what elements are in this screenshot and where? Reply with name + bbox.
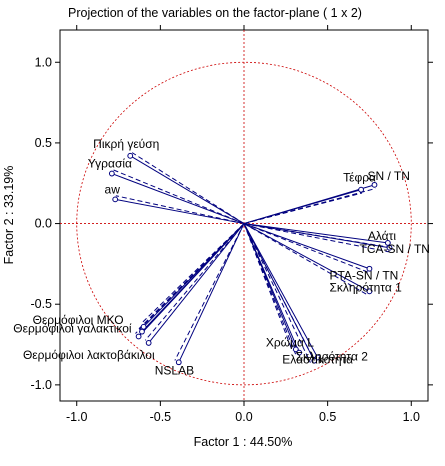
vector-line: [243, 223, 300, 353]
point-label: TCA-SN / TN: [360, 242, 430, 256]
vector-line: [115, 198, 245, 225]
vector-dashed-line: [243, 192, 363, 225]
point-label: Θερμόφιλοι γαλακτικοί: [13, 321, 132, 335]
variable-point: [366, 265, 373, 272]
variable-point: [371, 181, 378, 188]
x-tick-label: 0.0: [235, 410, 252, 424]
vector-dashed-line: [174, 223, 245, 361]
variable-point: [127, 152, 134, 159]
ticks-group: -1.0 -0.5 0.0 0.5 1.0 -1.0 -0.5 0.0 0.5 1.0: [30, 25, 433, 424]
x-tick-label: 0.5: [319, 410, 336, 424]
vector-dashed-line: [115, 195, 245, 225]
point-label: Σκληρότητα 2: [296, 349, 369, 363]
vector-dashed-line: [243, 223, 369, 273]
variable-point: [292, 346, 299, 353]
point-label: PTA-SN / TN: [329, 269, 398, 283]
variable-point: [140, 323, 147, 330]
point-label: Υγρασία: [88, 157, 132, 171]
x-axis-label: Factor 1 : 44.50%: [194, 435, 293, 449]
reference-lines-group: [60, 30, 428, 401]
unit-circle: [76, 61, 412, 386]
point-label: aw: [105, 182, 121, 196]
x-tick-label: -0.5: [150, 410, 172, 424]
point-label: Θερμόφιλοι ΜΚΟ: [33, 313, 124, 327]
variable-point: [384, 240, 391, 246]
y-tick-label: -1.0: [30, 378, 52, 392]
vector-line: [178, 223, 245, 363]
variable-point: [145, 340, 152, 346]
x-tick-label: 1.0: [403, 410, 420, 424]
vector-line: [243, 223, 370, 270]
vector-dashed-line: [113, 169, 245, 225]
point-label: Θερμόφιλοι λακτοβάκιλοι: [23, 348, 155, 362]
vector-line: [243, 223, 319, 358]
variable-point: [108, 170, 115, 177]
point-label: Σκληρότητα 1: [329, 280, 402, 294]
vector-line: [111, 173, 245, 225]
y-tick-label: 0.0: [35, 217, 52, 231]
y-tick-label: -0.5: [30, 297, 52, 311]
vector-dashed-line: [243, 223, 389, 253]
vector-line: [243, 223, 315, 361]
vectors-group: [111, 152, 390, 363]
vector-line: [243, 189, 362, 225]
point-label: Ελαστικότητα: [282, 353, 353, 367]
chart-title: Projection of the variables on the facto…: [68, 6, 362, 20]
y-axis-label: Factor 2 : 33.19%: [2, 166, 16, 265]
points-group: [108, 152, 393, 366]
point-label: Αλάτι: [368, 229, 397, 243]
variable-point: [139, 328, 145, 335]
vector-dashed-line: [140, 223, 245, 325]
vector-line: [148, 223, 245, 344]
point-label: Χρώμα L: [266, 335, 314, 349]
vector-dashed-line: [135, 223, 245, 334]
variable-point: [366, 288, 373, 295]
vector-dashed-line: [144, 223, 245, 341]
point-label: SN / TN: [367, 169, 409, 183]
vector-line: [243, 223, 370, 292]
variable-point: [175, 359, 182, 366]
variable-point: [386, 244, 393, 251]
variable-point: [112, 196, 119, 203]
point-label: Πικρή γεύση: [93, 137, 159, 151]
variable-point: [358, 186, 364, 193]
variable-point: [314, 354, 321, 361]
point-label: Τέφρα: [343, 171, 376, 185]
vector-dashed-line: [243, 223, 311, 363]
y-tick-label: 0.5: [35, 136, 52, 150]
vector-line: [138, 223, 245, 337]
variable-point: [311, 357, 318, 364]
vector-line: [243, 223, 388, 244]
vector-line: [243, 223, 390, 249]
vector-dashed-line: [243, 223, 293, 352]
point-label: NSLAB: [155, 363, 194, 377]
vector-line: [129, 155, 245, 224]
x-tick-label: -1.0: [66, 410, 88, 424]
vector-dashed-line: [131, 152, 245, 224]
variable-point: [135, 333, 142, 340]
y-tick-label: 1.0: [35, 55, 52, 69]
variable-point: [296, 349, 303, 356]
